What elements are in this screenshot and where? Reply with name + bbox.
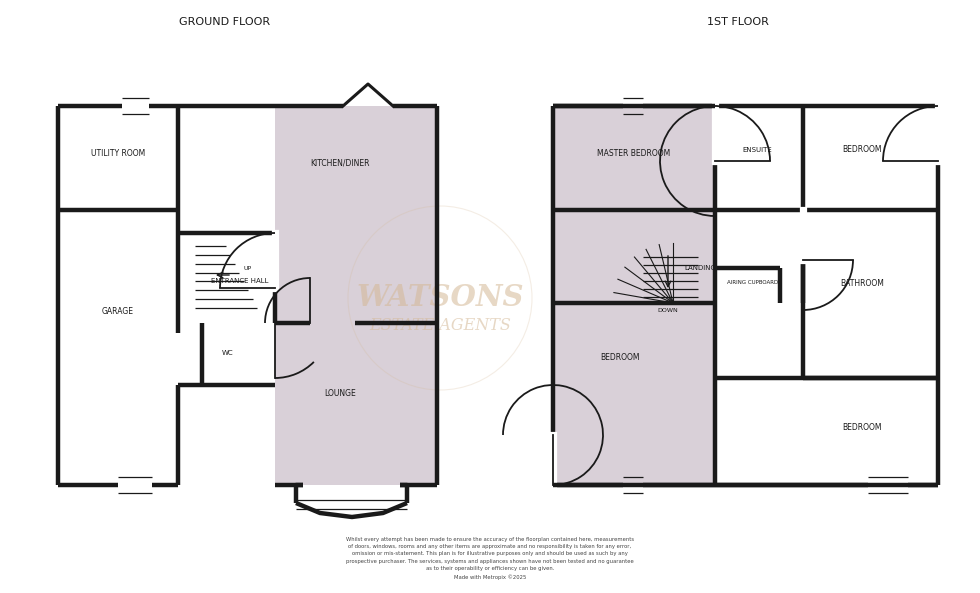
Text: WC: WC <box>222 350 234 356</box>
Text: GROUND FLOOR: GROUND FLOOR <box>179 17 270 27</box>
Text: WATSONS: WATSONS <box>357 283 523 313</box>
Text: BEDROOM: BEDROOM <box>842 145 882 155</box>
Text: Whilst every attempt has been made to ensure the accuracy of the floorplan conta: Whilst every attempt has been made to en… <box>346 537 634 579</box>
Text: GARAGE: GARAGE <box>102 307 134 315</box>
Text: ENTRANCE HALL: ENTRANCE HALL <box>212 278 269 284</box>
Text: 1ST FLOOR: 1ST FLOOR <box>707 17 769 27</box>
Text: UP: UP <box>244 266 252 270</box>
Text: UTILITY ROOM: UTILITY ROOM <box>91 148 145 158</box>
Text: MASTER BEDROOM: MASTER BEDROOM <box>598 148 670 158</box>
Text: AIRING CUPBOARD: AIRING CUPBOARD <box>727 280 779 285</box>
Text: LANDING: LANDING <box>684 265 716 271</box>
Text: ENSUITE: ENSUITE <box>742 147 772 153</box>
Text: ESTATE AGENTS: ESTATE AGENTS <box>369 317 511 333</box>
Text: LOUNGE: LOUNGE <box>324 388 356 397</box>
Text: KITCHEN/DINER: KITCHEN/DINER <box>311 158 369 167</box>
Bar <box>275 106 437 485</box>
Text: BATHROOM: BATHROOM <box>840 279 884 288</box>
Text: BEDROOM: BEDROOM <box>842 423 882 432</box>
Bar <box>553 106 715 485</box>
Text: DOWN: DOWN <box>658 308 678 314</box>
Text: BEDROOM: BEDROOM <box>600 353 640 362</box>
